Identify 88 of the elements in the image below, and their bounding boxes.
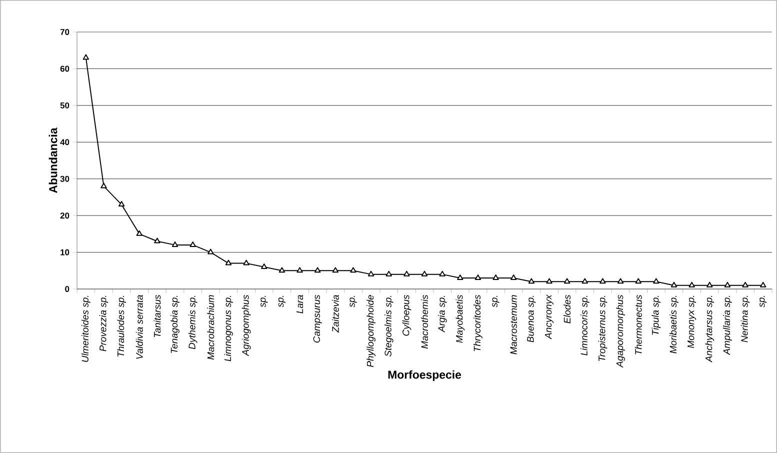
point: [190, 241, 196, 247]
y-tick-label: 60: [60, 66, 70, 72]
x-tick-label: Macrothemis: [421, 294, 428, 349]
point: [386, 270, 392, 276]
point: [760, 282, 766, 288]
y-tick-label: 0: [65, 286, 70, 292]
x-tick-label: Anchytarsus sp.: [705, 296, 714, 362]
point: [706, 282, 713, 288]
point: [439, 270, 446, 276]
x-axis-title: Morfoespecie: [388, 370, 462, 382]
point: [278, 267, 286, 273]
y-tick-label: 40: [60, 139, 70, 146]
point: [136, 230, 142, 236]
x-tick-label: Stegoelmis sp.: [384, 296, 394, 357]
y-tick-label: 10: [60, 249, 70, 256]
point: [350, 267, 356, 273]
x-tick-label: sp.: [760, 296, 767, 308]
x-tick-label: Macrobrachium: [207, 295, 214, 360]
point: [314, 267, 321, 273]
x-tick-label: Tipula sp.: [652, 296, 661, 335]
point: [582, 278, 588, 284]
point: [172, 241, 178, 247]
x-tick-label: Limnocoris sp.: [580, 296, 590, 356]
point: [82, 54, 90, 60]
point: [510, 274, 517, 280]
y-tick-label: 70: [60, 29, 70, 35]
y-axis-title: Abundancia: [48, 128, 58, 193]
x-tick-label: Limnogonus sp.: [224, 296, 233, 362]
x-tick-label: Buenoa sp.: [527, 296, 536, 342]
point: [724, 282, 731, 288]
x-tick-label: sp.: [492, 296, 500, 308]
x-tick-label: Agriogomphus: [242, 294, 251, 356]
point: [225, 260, 232, 266]
point: [474, 274, 482, 280]
x-tick-label: Thrycoritodes: [474, 294, 482, 352]
x-tick-label: Tenagobia sp.: [170, 296, 180, 353]
point: [670, 282, 678, 288]
x-tick-label: Lara: [296, 295, 304, 314]
x-tick-label: Moribaetis sp.: [670, 296, 678, 354]
x-tick-label: Cylloepus: [402, 294, 412, 336]
point: [528, 278, 535, 284]
x-tick-label: Mayobaetis: [456, 294, 465, 343]
point: [332, 267, 338, 273]
x-tick-label: Valdivia serrata: [136, 295, 143, 359]
point: [546, 278, 552, 284]
point: [404, 270, 410, 276]
y-tick-label: 30: [60, 176, 70, 182]
point: [600, 278, 606, 284]
x-tick-label: Agaporomorphus: [616, 294, 625, 368]
point: [635, 278, 642, 284]
x-tick-label: Tropisternus sp.: [598, 296, 608, 362]
x-tick-label: sp.: [260, 296, 268, 308]
x-tick-label: Elodes: [564, 294, 571, 324]
y-tick-label: 50: [60, 102, 70, 108]
x-tick-label: Thermonectus: [634, 294, 642, 354]
x-tick-label: Thraulodes sp.: [117, 296, 126, 356]
x-tick-label: sp.: [278, 296, 286, 308]
x-tick-label: Argia sp.: [438, 296, 447, 333]
x-tick-label: Phyllogomphoide: [366, 295, 376, 368]
x-tick-label: Neritina sp.: [740, 296, 750, 342]
x-tick-label: Tanitarsus: [154, 294, 161, 338]
point: [243, 260, 250, 266]
x-tick-label: Ulmeritoides sp.: [82, 296, 90, 362]
point: [421, 270, 428, 276]
x-tick-label: Dythemis sp.: [188, 296, 198, 350]
x-tick-label: Ancyronyx: [545, 294, 554, 340]
y-tick-label: 20: [60, 212, 70, 219]
point: [492, 274, 499, 280]
point: [688, 282, 695, 288]
x-tick-label: Zaitzevia: [332, 295, 339, 333]
point: [457, 274, 464, 280]
point: [564, 278, 570, 284]
x-tick-label: Provezzia sp.: [99, 296, 108, 352]
x-tick-label: Ampullaria sp.: [723, 296, 732, 356]
x-tick-label: sp.: [350, 296, 357, 308]
point: [742, 282, 748, 288]
point: [653, 278, 660, 284]
point: [208, 248, 214, 254]
point: [154, 238, 160, 244]
x-tick-label: Macrostemum: [510, 295, 517, 354]
x-tick-label: Campsurus: [313, 294, 322, 343]
point: [368, 270, 374, 276]
point: [296, 267, 303, 273]
point: [617, 278, 624, 284]
point: [118, 201, 125, 207]
point: [100, 182, 107, 188]
point: [261, 263, 268, 269]
x-tick-label: Mononyx sp.: [688, 296, 696, 348]
